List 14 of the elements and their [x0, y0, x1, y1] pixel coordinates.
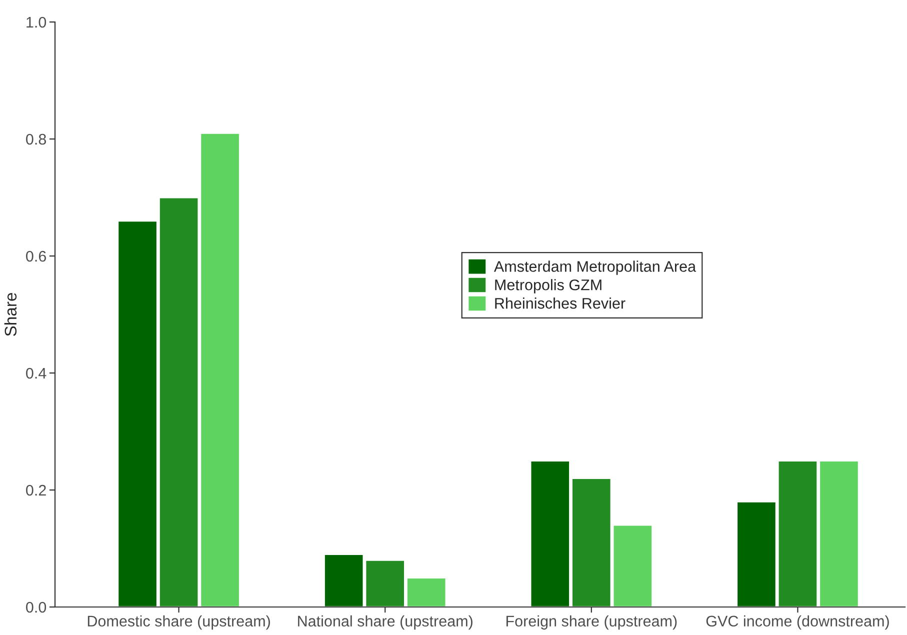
x-tick-label: Domestic share (upstream) [88, 615, 270, 630]
y-tick-label: 0.0 [26, 602, 46, 613]
x-tick-label: GVC income (downstream) [706, 615, 889, 630]
y-tick-label: 0.4 [26, 368, 46, 379]
y-tick-label: 0.6 [26, 250, 46, 262]
y-tick-label: 1.0 [26, 16, 46, 28]
legend-label: Rheinisches Revier [495, 298, 626, 309]
y-axis-title: Share [4, 293, 17, 336]
x-tick-label: National share (upstream) [298, 615, 472, 630]
y-tick-label: 0.2 [26, 484, 46, 496]
legend-label: Metropolis GZM [495, 279, 602, 294]
x-tick-label: Foreign share (upstream) [506, 615, 677, 630]
legend-label: Amsterdam Metropolitan Area [494, 260, 696, 275]
y-tick-label: 0.8 [26, 134, 46, 145]
